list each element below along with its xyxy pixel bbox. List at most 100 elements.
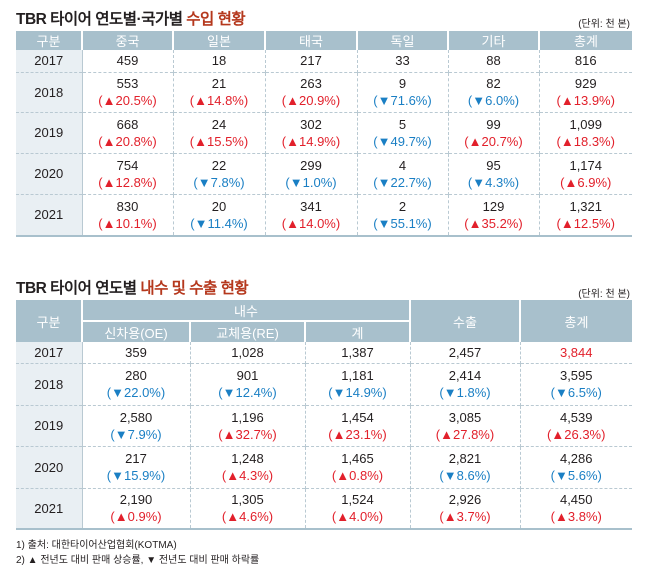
data-cell: 1,248 (▲4.3%) [189,445,305,488]
col-header: 독일 [356,31,448,50]
cell-value: 4,539 [559,409,593,425]
cell-change: (▲20.7%) [464,133,523,149]
col-header-domestic: 내수 [81,300,410,322]
data-cell: 3,595 (▼6.5%) [519,362,632,405]
data-cell: 263 (▲20.9%) [264,71,357,112]
cell-value: 88 [486,53,501,69]
table-row: 2019 2,580 (▼7.9%) 1,196 (▲32.7%) 1,454 (▲23.1… [16,404,632,446]
cell-value: 9 [398,76,407,91]
cell-value: 5 [398,116,407,132]
data-cell: 1,181 (▼14.9%) [304,362,410,405]
data-cell: 18 [172,50,265,72]
cell-change: (▲10.1%) [98,215,157,231]
cell-value: 459 [116,53,139,69]
table1-title-highlight: 수입 현황 [186,11,246,28]
table1-title-prefix: TBR 타이어 연도별·국가별 [16,11,187,28]
table-row: 2019 668 (▲20.8%) 24 (▲15.5%) 302 (▲14.9%) 5 (▼4… [16,111,632,153]
data-cell: 9 (▼71.6%) [356,71,448,112]
cell-change: (▲3.8%) [550,509,602,525]
year-cell: 2018 [16,71,83,112]
cell-change: (▲0.9%) [110,509,162,525]
cell-value: 2,414 [448,368,482,383]
cell-value: 24 [211,116,227,132]
table1-unit: (단위: 천 본) [578,19,630,30]
cell-value: 20 [211,198,227,214]
data-cell: 553 (▲20.5%) [82,71,173,112]
data-cell: 1,196 (▲32.7%) [189,404,305,446]
cell-value: 1,305 [231,492,264,508]
data-cell: 4,539 (▲26.3%) [519,404,632,446]
table2-title: TBR 타이어 연도별 내수 및 수출 현황 [16,276,249,298]
cell-change: (▲27.8%) [435,426,495,442]
data-cell: 129 (▲35.2%) [447,193,539,237]
data-cell: 1,305 (▲4.6%) [189,487,305,530]
data-cell: 4,286 (▼5.6%) [519,445,632,488]
cell-value: 99 [486,116,501,132]
cell-value: 816 [574,53,597,69]
cell-change: (▲14.8%) [189,93,249,108]
data-cell: 217 (▼15.9%) [82,445,190,488]
cell-value: 3,085 [448,409,482,425]
year-cell: 2020 [16,445,83,488]
data-cell: 88 [447,50,539,72]
header-row: 구분 내수 수출 총계 [16,300,632,342]
table-row: 2020 754 (▲12.8%) 22 (▼7.8%) 299 (▼1.0%) 4 (▼22.… [16,152,632,194]
col-header: 태국 [264,31,357,50]
domestic-export-table: 구분 내수 수출 총계 신차용(OE) 교체용(RE) 계 2017 359 1,0… [16,300,632,530]
cell-value: 2 [398,198,407,214]
cell-change: (▲4.3%) [221,468,274,483]
col-header-category: 구분 [16,300,82,342]
cell-value: 1,524 [341,492,374,508]
cell-value: 4 [398,157,407,173]
data-cell: 2,190 (▲0.9%) [82,487,190,530]
col-header: 기타 [447,31,539,50]
cell-value: 263 [300,76,322,91]
cell-value: 754 [116,157,139,173]
cell-value: 95 [486,157,501,173]
year-cell: 2019 [16,111,83,153]
cell-change: (▼14.9%) [328,385,387,400]
year-cell: 2021 [16,487,83,530]
cell-value: 1,321 [569,198,603,214]
cell-value: 2,821 [448,451,482,466]
data-cell: 24 (▲15.5%) [172,111,265,153]
data-cell: 3,085 (▲27.8%) [409,404,520,446]
cell-value: 82 [486,76,501,91]
data-cell: 1,524 (▲4.0%) [304,487,410,530]
cell-change: (▼1.8%) [439,385,491,400]
cell-change: (▼22.0%) [106,385,166,400]
cell-change: (▲13.9%) [556,93,615,108]
table2-title-highlight: 내수 및 수출 현황 [140,280,249,297]
year-cell: 2021 [16,193,83,237]
data-cell: 5 (▼49.7%) [356,111,448,153]
header-row: 구분 중국 일본 태국 독일 기타 총계 [16,31,632,50]
data-cell: 459 [82,50,173,72]
cell-value: 1,454 [341,409,374,425]
data-cell: 2,457 [409,342,520,363]
data-cell: 754 (▲12.8%) [82,152,173,194]
footnotes: 1) 출처: 대한타이어산업협회(KOTMA) 2) ▲ 전년도 대비 판매 상… [16,538,259,568]
cell-value: 1,387 [341,344,374,360]
cell-value: 4,450 [559,492,593,508]
data-cell: 33 [356,50,448,72]
cell-change: (▼4.3%) [467,174,520,190]
cell-change: (▼55.1%) [373,215,432,231]
year-cell: 2018 [16,362,83,405]
cell-change: (▲12.8%) [98,174,157,190]
cell-value: 2,926 [448,492,482,508]
table2-title-prefix: TBR 타이어 연도별 [16,280,141,297]
col-header-sum: 계 [304,321,410,342]
cell-change: (▼71.6%) [373,93,432,108]
cell-value: 280 [125,368,147,383]
data-cell: 302 (▲14.9%) [264,111,357,153]
data-cell: 82 (▼6.0%) [447,71,539,112]
cell-value: 1,465 [341,451,374,466]
data-cell: 830 (▲10.1%) [82,193,173,237]
cell-change: (▼22.7%) [373,174,432,190]
cell-value: 901 [236,368,259,383]
cell-change: (▼11.4%) [190,215,248,231]
cell-value: 2,457 [448,344,482,360]
data-cell: 341 (▲14.0%) [264,193,357,237]
cell-value: 21 [211,76,227,91]
cell-change: (▲3.7%) [439,509,491,525]
